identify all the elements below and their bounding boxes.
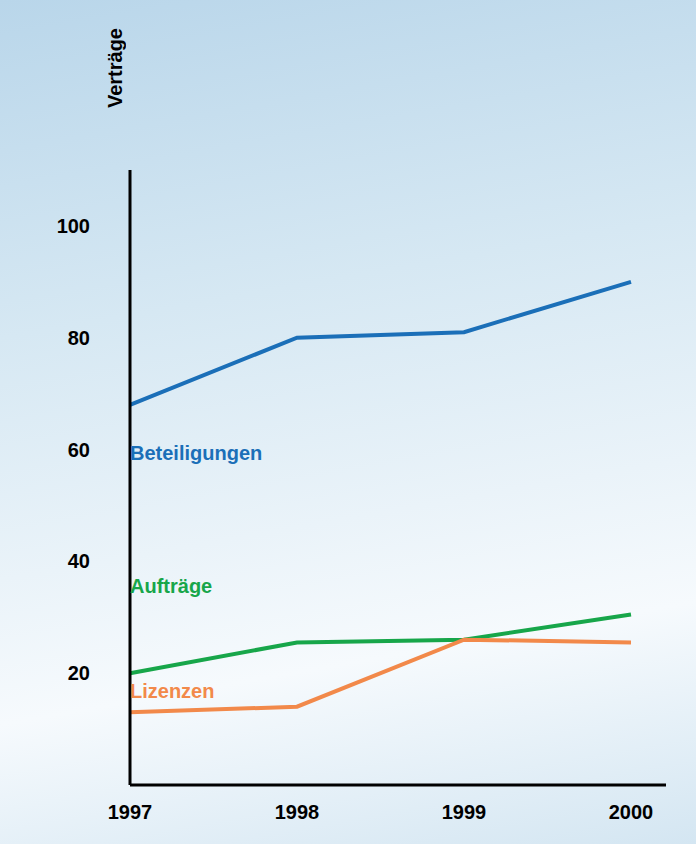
svg-text:1998: 1998	[275, 801, 320, 823]
svg-text:1997: 1997	[108, 801, 153, 823]
svg-text:Lizenzen: Lizenzen	[130, 680, 214, 702]
svg-text:2000: 2000	[609, 801, 654, 823]
svg-text:Aufträge: Aufträge	[130, 575, 212, 597]
html-text:Verträge: Verträge	[104, 28, 126, 109]
svg-text:20: 20	[68, 662, 90, 684]
svg-text:80: 80	[68, 327, 90, 349]
svg-text:60: 60	[68, 439, 90, 461]
svg-text:100: 100	[57, 215, 90, 237]
svg-text:40: 40	[68, 550, 90, 572]
svg-text:1999: 1999	[442, 801, 487, 823]
svg-text:Beteiligungen: Beteiligungen	[130, 442, 262, 464]
